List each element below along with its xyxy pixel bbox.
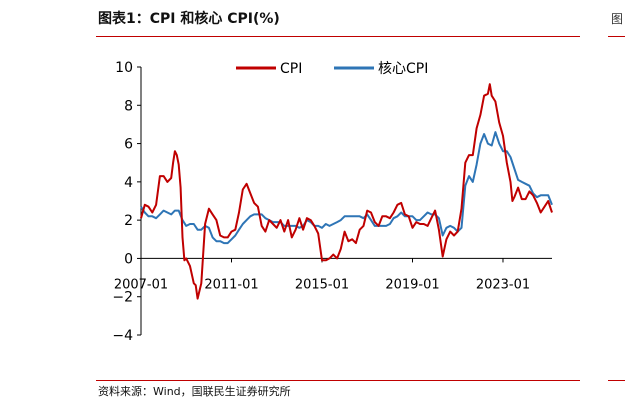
adjacent-figure-marker: 图: [611, 12, 624, 26]
series-line-core-cpi: [140, 131, 553, 245]
y-tick-label: 8: [124, 98, 133, 114]
y-tick-label: 2: [124, 213, 133, 229]
y-tick-label: 6: [124, 137, 133, 153]
bottom-rule-adjacent: [608, 380, 625, 381]
y-tick-label: 4: [124, 175, 133, 191]
legend-label: CPI: [280, 61, 302, 77]
y-tick-label: 10: [115, 60, 133, 76]
x-tick-label: 2023-01: [476, 277, 530, 292]
bottom-rule: [96, 380, 580, 381]
y-tick-label: 0: [124, 251, 133, 267]
x-tick-label: 2007-01: [114, 277, 168, 292]
x-tick-label: 2015-01: [295, 277, 349, 292]
top-rule-adjacent: [608, 36, 625, 37]
y-tick-label: −4: [112, 328, 133, 344]
chart-series: [140, 83, 553, 300]
series-line-cpi: [140, 83, 553, 300]
x-tick-label: 2011-01: [204, 277, 258, 292]
chart-axes: −4 −2 0 2 4 6 8 10 2007-01 2011-01 2015-01 2019-01 2…: [112, 60, 552, 344]
top-rule: [96, 36, 580, 37]
source-note: 资料来源：Wind，国联民生证券研究所: [98, 385, 291, 398]
legend-label: 核心CPI: [378, 61, 428, 77]
chart-legend: CPI 核心CPI: [236, 61, 428, 77]
y-tick-label: −2: [112, 290, 133, 306]
x-tick-label: 2019-01: [385, 277, 439, 292]
figure-title: 图表1：CPI 和核心 CPI(%): [98, 11, 280, 27]
